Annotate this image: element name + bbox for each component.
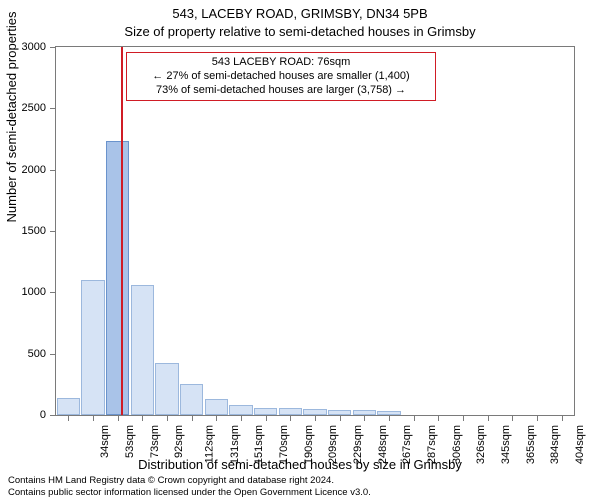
histogram-bar — [106, 141, 129, 415]
y-tick-label: 3000 — [0, 41, 46, 53]
y-tick-label: 2000 — [0, 164, 46, 176]
x-tick-label: 170sqm — [278, 425, 290, 464]
x-tick-label: 384sqm — [549, 425, 561, 464]
y-tick-mark — [50, 354, 55, 355]
y-tick-mark — [50, 415, 55, 416]
x-tick-mark — [389, 416, 390, 421]
y-tick-label: 2500 — [0, 102, 46, 114]
x-tick-mark — [241, 416, 242, 421]
y-tick-mark — [50, 292, 55, 293]
x-tick-label: 365sqm — [525, 425, 537, 464]
chart-title: 543, LACEBY ROAD, GRIMSBY, DN34 5PB — [0, 6, 600, 21]
x-tick-label: 248sqm — [377, 425, 389, 464]
x-tick-mark — [438, 416, 439, 421]
x-tick-mark — [142, 416, 143, 421]
y-tick-label: 1000 — [0, 286, 46, 298]
histogram-bar — [279, 408, 302, 415]
x-tick-label: 345sqm — [500, 425, 512, 464]
y-tick-mark — [50, 47, 55, 48]
y-tick-label: 1500 — [0, 225, 46, 237]
x-tick-label: 112sqm — [203, 425, 215, 463]
x-tick-label: 209sqm — [327, 425, 339, 464]
marker-line — [121, 47, 123, 415]
histogram-bar — [205, 399, 228, 415]
x-tick-mark — [315, 416, 316, 421]
x-tick-mark — [340, 416, 341, 421]
x-tick-mark — [118, 416, 119, 421]
x-tick-mark — [562, 416, 563, 421]
histogram-bar — [131, 285, 154, 415]
histogram-bar — [328, 410, 351, 415]
annotation-box: 543 LACEBY ROAD: 76sqm← 27% of semi-deta… — [126, 52, 436, 101]
x-tick-label: 73sqm — [149, 425, 161, 458]
x-tick-mark — [68, 416, 69, 421]
x-tick-mark — [512, 416, 513, 421]
x-tick-mark — [537, 416, 538, 421]
y-tick-label: 500 — [0, 348, 46, 360]
x-tick-label: 287sqm — [426, 425, 438, 464]
x-tick-mark — [414, 416, 415, 421]
histogram-bar — [180, 384, 203, 415]
x-tick-mark — [488, 416, 489, 421]
attribution-text: Contains HM Land Registry data © Crown c… — [8, 475, 371, 498]
x-tick-mark — [192, 416, 193, 421]
x-tick-label: 404sqm — [574, 425, 586, 464]
x-tick-mark — [167, 416, 168, 421]
x-tick-mark — [266, 416, 267, 421]
y-tick-mark — [50, 231, 55, 232]
annotation-line: 543 LACEBY ROAD: 76sqm — [133, 56, 429, 70]
annotation-line: 73% of semi-detached houses are larger (… — [133, 84, 429, 98]
x-tick-label: 53sqm — [124, 425, 136, 458]
y-tick-mark — [50, 170, 55, 171]
histogram-bar — [57, 398, 80, 415]
x-tick-label: 306sqm — [451, 425, 463, 464]
x-tick-mark — [216, 416, 217, 421]
chart-subtitle: Size of property relative to semi-detach… — [0, 24, 600, 39]
histogram-bar — [81, 280, 104, 415]
y-tick-label: 0 — [0, 409, 46, 421]
attribution-line2: Contains public sector information licen… — [8, 487, 371, 498]
histogram-bar — [303, 409, 326, 415]
histogram-bar — [254, 408, 277, 415]
x-tick-mark — [364, 416, 365, 421]
plot-area: 543 LACEBY ROAD: 76sqm← 27% of semi-deta… — [55, 46, 575, 416]
x-tick-label: 92sqm — [173, 425, 185, 458]
chart-page: 543, LACEBY ROAD, GRIMSBY, DN34 5PB Size… — [0, 0, 600, 500]
annotation-line: ← 27% of semi-detached houses are smalle… — [133, 70, 429, 84]
x-tick-label: 151sqm — [253, 425, 265, 464]
attribution-line1: Contains HM Land Registry data © Crown c… — [8, 475, 371, 486]
histogram-bar — [377, 411, 400, 415]
x-tick-label: 190sqm — [303, 425, 315, 464]
histogram-bar — [353, 410, 376, 415]
x-tick-label: 131sqm — [229, 425, 241, 464]
x-tick-mark — [463, 416, 464, 421]
x-tick-mark — [290, 416, 291, 421]
x-tick-mark — [93, 416, 94, 421]
x-tick-label: 34sqm — [99, 425, 111, 458]
x-tick-label: 267sqm — [401, 425, 413, 464]
x-tick-label: 229sqm — [352, 425, 364, 464]
histogram-bar — [155, 363, 178, 415]
histogram-bar — [229, 405, 252, 415]
x-tick-label: 326sqm — [475, 425, 487, 464]
y-tick-mark — [50, 108, 55, 109]
